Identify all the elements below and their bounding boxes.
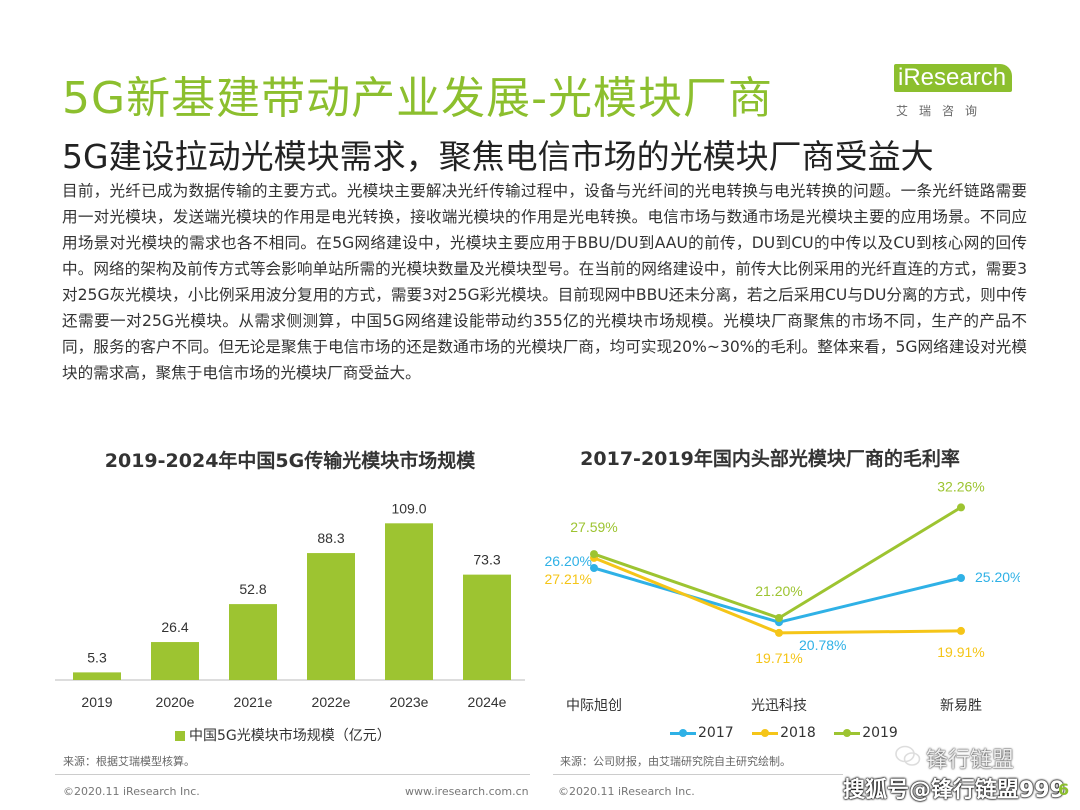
legend-swatch-icon [175, 731, 185, 741]
source-note-left: 来源：根据艾瑞模型核算。 [63, 755, 195, 768]
data-label-2018: 27.21% [545, 571, 592, 587]
bar-chart-title: 2019-2024年中国5G传输光模块市场规模 [104, 450, 476, 472]
x-tick-label: 新易胜 [940, 698, 982, 714]
x-tick-label: 中际旭创 [566, 698, 622, 714]
legend-label-2019: 2019 [862, 725, 898, 741]
data-point-2017 [957, 574, 965, 582]
x-tick-label: 光迅科技 [751, 698, 807, 714]
legend-label-2017: 2017 [698, 725, 734, 741]
bar-2022e [307, 553, 355, 680]
bar-2019 [73, 672, 121, 680]
sohu-watermark: 搜狐号@锋行链盟999 [843, 778, 1065, 803]
x-tick-label: 2020e [156, 694, 195, 710]
data-point-2018 [957, 626, 965, 635]
data-point-2019 [590, 550, 598, 559]
logo-brand: iResearch [894, 64, 1013, 92]
data-label-2018: 19.71% [755, 650, 802, 666]
legend-item-2019: 2019 [834, 725, 898, 741]
bar-2023e [385, 523, 433, 680]
data-label-2018: 19.91% [937, 644, 984, 660]
footer-divider-left [55, 774, 530, 775]
bar-chart: 5.3 2019 26.4 2020e 52.8 2021e 88.3 2022e 109.0 2… [55, 500, 525, 710]
bar-2024e [463, 574, 511, 680]
legend-item-2017: 2017 [670, 725, 734, 741]
data-point-2018 [775, 628, 783, 637]
x-tick-label: 2021e [234, 694, 273, 710]
data-label-2019: 21.20% [755, 583, 802, 599]
series-line-2019 [593, 506, 962, 620]
body-paragraph: 目前，光纤已成为数据传输的主要方式。光模块主要解决光纤传输过程中，设备与光纤间的… [62, 182, 1027, 382]
data-label-2017: 26.20% [545, 553, 592, 569]
bar-value-label: 109.0 [391, 500, 426, 516]
footer-copyright-right: ©2020.11 iResearch Inc. [558, 785, 695, 798]
legend-line-icon [752, 728, 779, 737]
source-note-right: 来源：公司财报，由艾瑞研究院自主研究绘制。 [560, 755, 791, 768]
legend-line-icon [834, 728, 861, 737]
bar-value-label: 88.3 [317, 530, 344, 546]
legend-label-2018: 2018 [780, 725, 816, 741]
bar-2020e [151, 642, 199, 680]
data-label-2017: 25.20% [975, 569, 1020, 585]
legend-item-2018: 2018 [752, 725, 816, 741]
wechat-icon [895, 745, 921, 766]
bar-value-label: 26.4 [161, 619, 188, 635]
bar-chart-legend: 中国5G光模块市场规模（亿元） [175, 725, 391, 745]
page-subtitle: 5G建设拉动光模块需求，聚焦电信市场的光模块厂商受益大 [62, 137, 934, 176]
data-point-2019 [775, 614, 783, 622]
x-tick-label: 2022e [312, 694, 351, 710]
bar-value-label: 73.3 [473, 552, 500, 568]
bar-value-label: 5.3 [87, 649, 107, 665]
iresearch-logo: iResearch 艾瑞咨询 [890, 60, 1030, 122]
x-tick-label: 2024e [468, 694, 507, 710]
footer-website-link[interactable]: www.iresearch.com.cn [405, 785, 529, 798]
footer-copyright-left: ©2020.11 iResearch Inc. [63, 785, 200, 798]
line-chart-title: 2017-2019年国内头部光模块厂商的毛利率 [580, 448, 960, 470]
x-tick-label: 2019 [81, 694, 112, 710]
page-title: 5G新基建带动产业发展-光模块厂商 [62, 73, 773, 124]
legend-line-icon [670, 728, 696, 737]
data-point-2019 [957, 503, 965, 512]
bar-legend-label: 中国5G光模块市场规模（亿元） [189, 728, 391, 744]
bar-2021e [229, 604, 277, 680]
footer-divider-right [553, 774, 843, 775]
data-label-2019: 32.26% [937, 478, 984, 494]
data-point-2017 [590, 564, 598, 572]
wechat-account-label: 锋行链盟 [926, 748, 1015, 773]
data-label-2019: 27.59% [570, 519, 617, 535]
x-tick-label: 2023e [390, 694, 429, 710]
data-label-2017: 20.78% [799, 637, 846, 653]
page-number: 6 [1058, 780, 1070, 799]
line-chart: 26.20% 20.78% 25.20% 27.21% 19.71% 19.91% 27.5… [545, 478, 1020, 714]
line-chart-legend: 2017 2018 2019 [670, 725, 912, 741]
bar-value-label: 52.8 [239, 581, 266, 597]
logo-brand-cn: 艾瑞咨询 [896, 104, 989, 118]
